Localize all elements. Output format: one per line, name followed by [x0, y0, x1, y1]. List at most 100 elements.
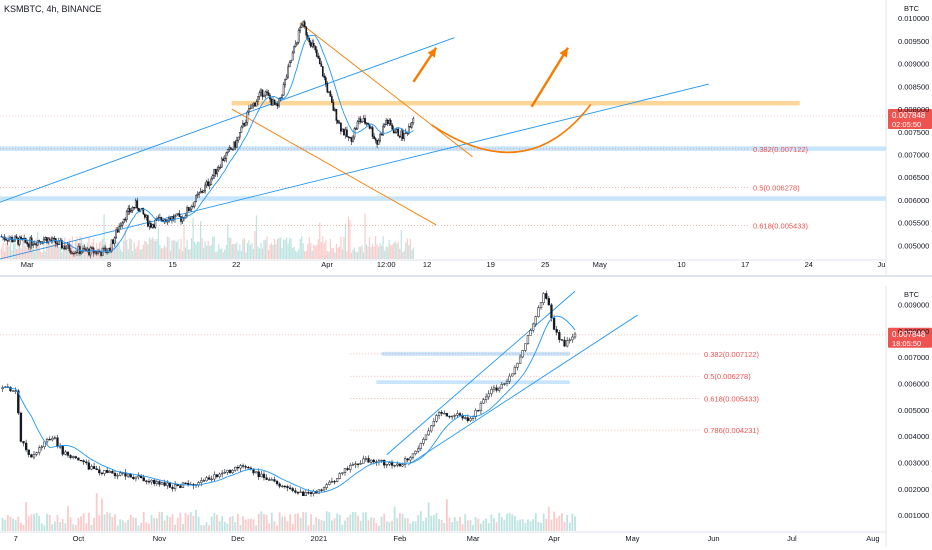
volume-bar — [254, 231, 256, 259]
candle-body — [121, 222, 124, 226]
candle-body — [134, 476, 138, 479]
candle-body — [249, 108, 252, 110]
candle-body — [450, 415, 454, 418]
candle — [390, 459, 394, 469]
candle-body — [32, 454, 36, 458]
candle — [116, 226, 119, 234]
volume-bar — [68, 238, 70, 259]
candle-body — [110, 239, 113, 252]
x-tick-label: 22 — [232, 260, 240, 269]
candle — [524, 343, 527, 353]
y-tick-label: 0.005000 — [898, 406, 929, 415]
y-tick-label: 0.005000 — [898, 241, 929, 250]
candle — [26, 239, 29, 247]
candle-body — [407, 126, 410, 134]
candle — [265, 474, 268, 481]
candle — [18, 235, 21, 247]
x-tick-label: 12 — [423, 260, 431, 269]
candle — [22, 441, 25, 447]
candle — [288, 60, 291, 68]
candle — [70, 247, 72, 255]
candle-body — [95, 468, 98, 470]
candle — [105, 467, 109, 474]
candle-body — [278, 97, 280, 107]
candle-body — [243, 123, 246, 126]
candle-body — [143, 213, 146, 218]
candle — [146, 214, 149, 228]
candle-body — [18, 236, 21, 245]
volume-bar — [213, 512, 216, 531]
volume-bar — [341, 524, 344, 531]
candle-body — [244, 466, 247, 468]
candle-body — [127, 208, 130, 212]
candle-body — [197, 482, 200, 485]
candle-body — [190, 206, 193, 210]
candle-body — [193, 201, 196, 207]
candle-body — [43, 441, 46, 448]
candle-body — [290, 60, 292, 63]
candle-body — [445, 413, 449, 417]
volume-bar — [28, 245, 30, 259]
candle-body — [98, 469, 101, 474]
candle — [373, 133, 375, 140]
candle — [215, 474, 219, 479]
volume-bar — [299, 238, 301, 259]
candle-body — [308, 37, 311, 43]
candle — [364, 114, 366, 125]
candle — [299, 24, 302, 34]
volume-bar — [8, 245, 10, 259]
volume-bar — [293, 246, 295, 259]
volume-bar — [0, 248, 3, 259]
volume-bar — [247, 518, 250, 531]
candle-body — [74, 456, 77, 459]
candle — [288, 484, 292, 491]
candle-body — [69, 455, 72, 458]
candle-body — [14, 390, 17, 392]
volume-bar — [249, 518, 252, 531]
volume-bar — [210, 516, 213, 531]
candle — [456, 410, 459, 418]
candle-body — [288, 487, 292, 489]
candle — [285, 73, 288, 81]
volume-bar — [353, 247, 356, 259]
candle-body — [30, 237, 33, 246]
candle-body — [103, 247, 105, 250]
candle-body — [220, 472, 224, 475]
volume-bar — [230, 238, 232, 259]
volume-bar — [375, 523, 378, 531]
candle-body — [205, 181, 208, 186]
candle-body — [74, 251, 77, 254]
volume-bar — [275, 244, 277, 259]
x-tick-label: Feb — [393, 534, 406, 543]
candle-body — [231, 469, 234, 473]
volume-bar — [208, 525, 211, 531]
volume-bar — [385, 521, 388, 531]
volume-bar — [127, 519, 129, 531]
candle-body — [24, 237, 27, 243]
x-tick-label: Apr — [321, 260, 333, 269]
candle — [374, 137, 377, 144]
candle — [521, 349, 524, 359]
volume-bar — [150, 514, 153, 531]
candle-body — [48, 438, 51, 441]
candle — [409, 455, 412, 464]
candle-body — [376, 139, 378, 145]
volume-bar — [82, 513, 85, 531]
candle — [45, 237, 48, 244]
volume-bar — [55, 243, 57, 259]
candle-body — [45, 438, 49, 443]
candle — [11, 390, 15, 392]
candle-body — [293, 46, 296, 54]
candle — [364, 455, 368, 463]
candle-body — [195, 194, 197, 202]
candle — [318, 55, 321, 65]
candle — [464, 415, 467, 420]
volume-bar — [64, 523, 67, 531]
candle-body — [388, 462, 391, 465]
candle — [362, 115, 365, 123]
zone — [0, 196, 886, 201]
candle-body — [118, 226, 121, 233]
candle-body — [432, 420, 436, 427]
candle — [263, 94, 265, 98]
